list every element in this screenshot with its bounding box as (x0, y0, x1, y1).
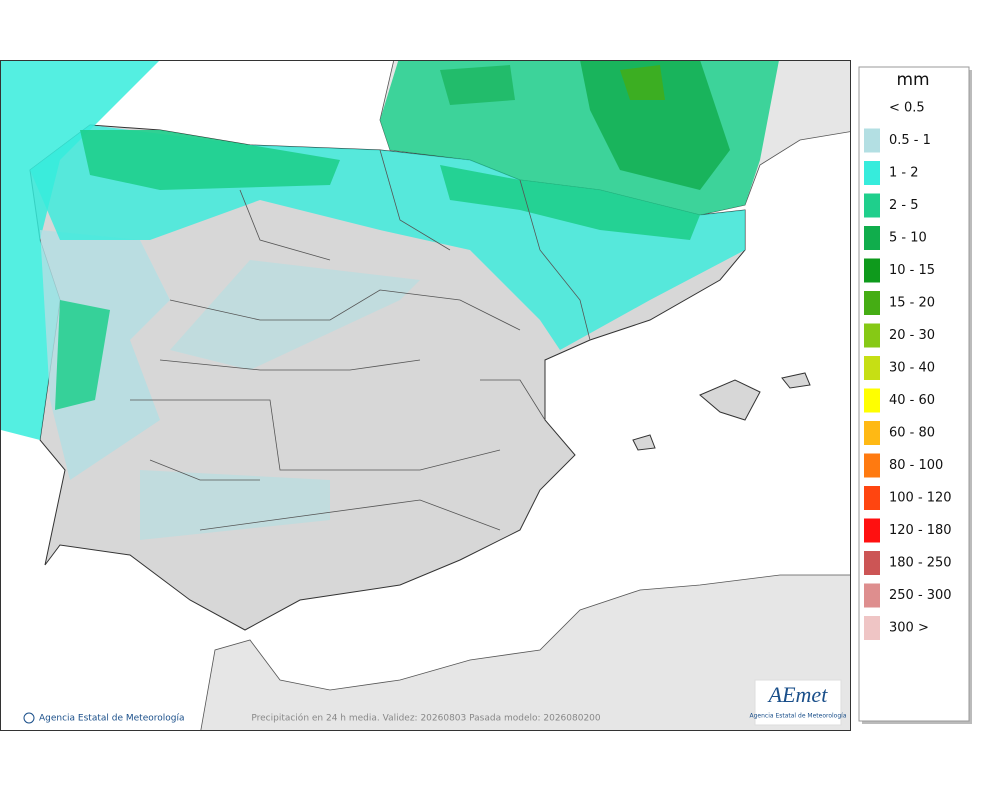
legend-label: 15 - 20 (889, 296, 935, 311)
logo: AEmet (767, 682, 829, 707)
legend-swatch (864, 551, 880, 575)
precip-area (170, 260, 420, 370)
island (699, 379, 761, 421)
legend-swatch (864, 128, 880, 153)
legend-swatch (864, 616, 880, 640)
copyright-icon (23, 712, 35, 724)
legend-label: 1 - 2 (889, 166, 919, 181)
precip-area (1, 60, 160, 440)
precip-area (80, 130, 340, 190)
legend-label: 300 > (889, 621, 929, 636)
legend-swatch (864, 161, 880, 185)
legend-title: mm (896, 70, 929, 90)
legend-swatch (864, 323, 880, 348)
legend-label: 60 - 80 (889, 426, 935, 441)
precip-area (40, 230, 170, 480)
legend-label: 30 - 40 (889, 361, 935, 376)
precip-area (440, 165, 700, 240)
legend-swatch (864, 583, 880, 608)
legend-label: 80 - 100 (889, 458, 943, 473)
legend-label: 10 - 15 (889, 263, 935, 278)
legend-label: 5 - 10 (889, 231, 927, 246)
map-frame (0, 60, 851, 731)
legend-swatch (864, 518, 880, 543)
legend-label: 180 - 250 (889, 556, 952, 571)
legend-label: 0.5 - 1 (889, 133, 931, 148)
map-canvas (1, 60, 851, 730)
legend-swatch (864, 193, 880, 218)
legend-swatch (864, 258, 880, 283)
legend-label: 120 - 180 (889, 523, 952, 538)
region-border (130, 149, 591, 531)
legend-swatch (864, 356, 880, 380)
legend: mm < 0.5 0.5 - 1 1 - 2 2 - 5 5 - 10 10 - 15 15… (858, 66, 972, 724)
land-africa (200, 574, 851, 730)
legend-swatch (864, 291, 880, 315)
legend-label: 20 - 30 (889, 328, 935, 343)
precip-area (620, 65, 665, 100)
logo-box (754, 679, 842, 726)
legend-label: 250 - 300 (889, 588, 952, 603)
legend-label: < 0.5 (889, 101, 925, 116)
legend-label: 40 - 60 (889, 393, 935, 408)
footer-info: Precipitación en 24 h media. Validez: 20… (251, 713, 601, 724)
legend-swatch (864, 486, 880, 510)
legend-swatch (864, 226, 880, 250)
logo-subtitle: Agencia Estatal de Meteorología (750, 713, 847, 720)
legend-label: 100 - 120 (889, 491, 952, 506)
legend-swatch (864, 453, 880, 478)
island (632, 434, 656, 451)
precip-area (140, 470, 330, 540)
island (781, 372, 811, 389)
precip-area (440, 65, 515, 105)
legend-swatch (864, 421, 880, 445)
precip-area (55, 300, 110, 410)
precip-area (580, 60, 730, 190)
legend-label: 2 - 5 (889, 198, 919, 213)
footer-credit: Agencia Estatal de Meteorología (39, 714, 185, 724)
legend-swatch (864, 388, 880, 413)
